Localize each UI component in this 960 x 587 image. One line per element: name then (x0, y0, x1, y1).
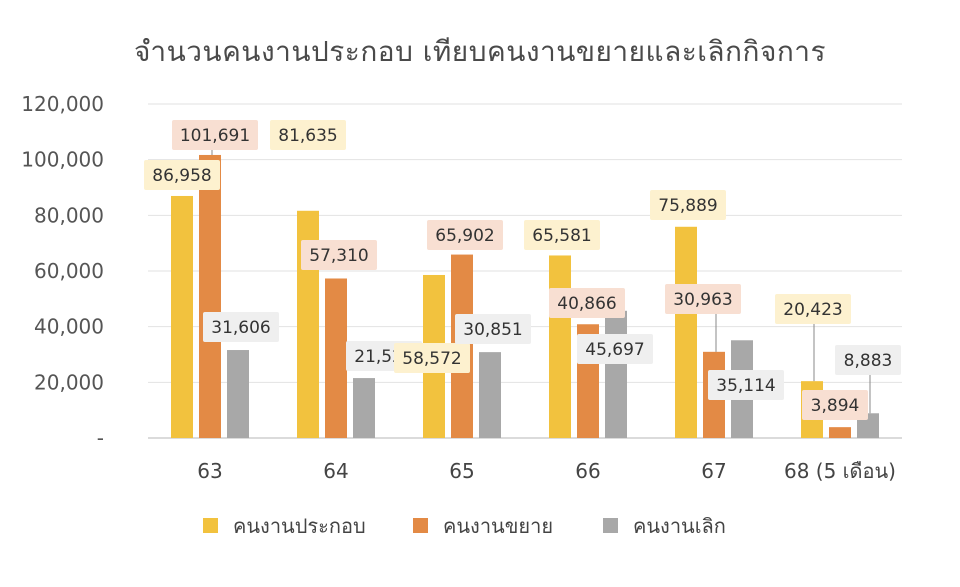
y-tick-label: 60,000 (34, 259, 104, 283)
data-label-box (144, 160, 220, 190)
bar (353, 378, 375, 438)
data-label-box (270, 120, 346, 150)
bar (605, 310, 627, 438)
data-label: 58,572 (402, 349, 461, 369)
legend-swatch (603, 518, 618, 533)
x-category-label: 68 (5 เดือน) (784, 459, 896, 483)
data-label: 75,889 (658, 196, 717, 216)
bar (675, 226, 697, 438)
y-tick-label: 120,000 (21, 92, 104, 116)
data-label: 40,866 (557, 294, 616, 314)
data-label-box (549, 288, 625, 318)
x-category-label: 65 (449, 459, 474, 483)
data-label-box (708, 370, 784, 400)
data-label-box (203, 312, 279, 342)
y-tick-label: 80,000 (34, 203, 104, 227)
data-label: 86,958 (152, 166, 211, 186)
data-label: 3,894 (811, 396, 860, 416)
data-label-box (775, 294, 851, 324)
legend-label: คนงานเลิก (633, 514, 726, 538)
y-tick-label: 20,000 (34, 370, 104, 394)
data-label-box (301, 240, 377, 270)
bar (549, 255, 571, 438)
data-label-box (524, 220, 600, 250)
legend-label: คนงานขยาย (443, 514, 553, 538)
bar (171, 195, 193, 438)
legend-label: คนงานประกอบ (233, 514, 366, 538)
data-label-box (394, 343, 470, 373)
data-label: 57,310 (309, 246, 368, 266)
data-label: 31,606 (211, 318, 270, 338)
data-label-box (577, 334, 653, 364)
data-label: 45,697 (585, 340, 644, 360)
x-category-label: 66 (575, 459, 600, 483)
data-label-box (835, 345, 901, 375)
data-label: 8,883 (844, 351, 893, 371)
data-label: 81,635 (278, 126, 337, 146)
chart-title: จำนวนคนงานประกอบ เทียบคนงานขยายและเลิกกิ… (133, 35, 827, 68)
legend-swatch (203, 518, 218, 533)
x-category-label: 63 (197, 459, 222, 483)
legend-swatch (413, 518, 428, 533)
bar (227, 350, 249, 438)
data-label: 30,851 (463, 320, 522, 340)
data-label: 101,691 (180, 126, 250, 146)
y-tick-label: - (97, 426, 104, 450)
data-label: 35,114 (716, 376, 775, 396)
data-label: 20,423 (783, 300, 842, 320)
x-category-label: 64 (323, 459, 348, 483)
x-category-label: 67 (701, 459, 726, 483)
bar (829, 427, 851, 438)
data-label: 65,581 (532, 226, 591, 246)
data-label-box (665, 284, 741, 314)
data-label: 65,902 (435, 226, 494, 246)
bar (199, 154, 221, 438)
bar (479, 352, 501, 438)
data-label-box (455, 314, 531, 344)
data-label-box (427, 220, 503, 250)
y-tick-label: 100,000 (21, 148, 104, 172)
data-label: 30,963 (673, 290, 732, 310)
data-label-box (802, 390, 868, 420)
data-label-box (650, 190, 726, 220)
y-tick-label: 40,000 (34, 315, 104, 339)
data-label-box (172, 120, 258, 150)
bar (325, 278, 347, 438)
